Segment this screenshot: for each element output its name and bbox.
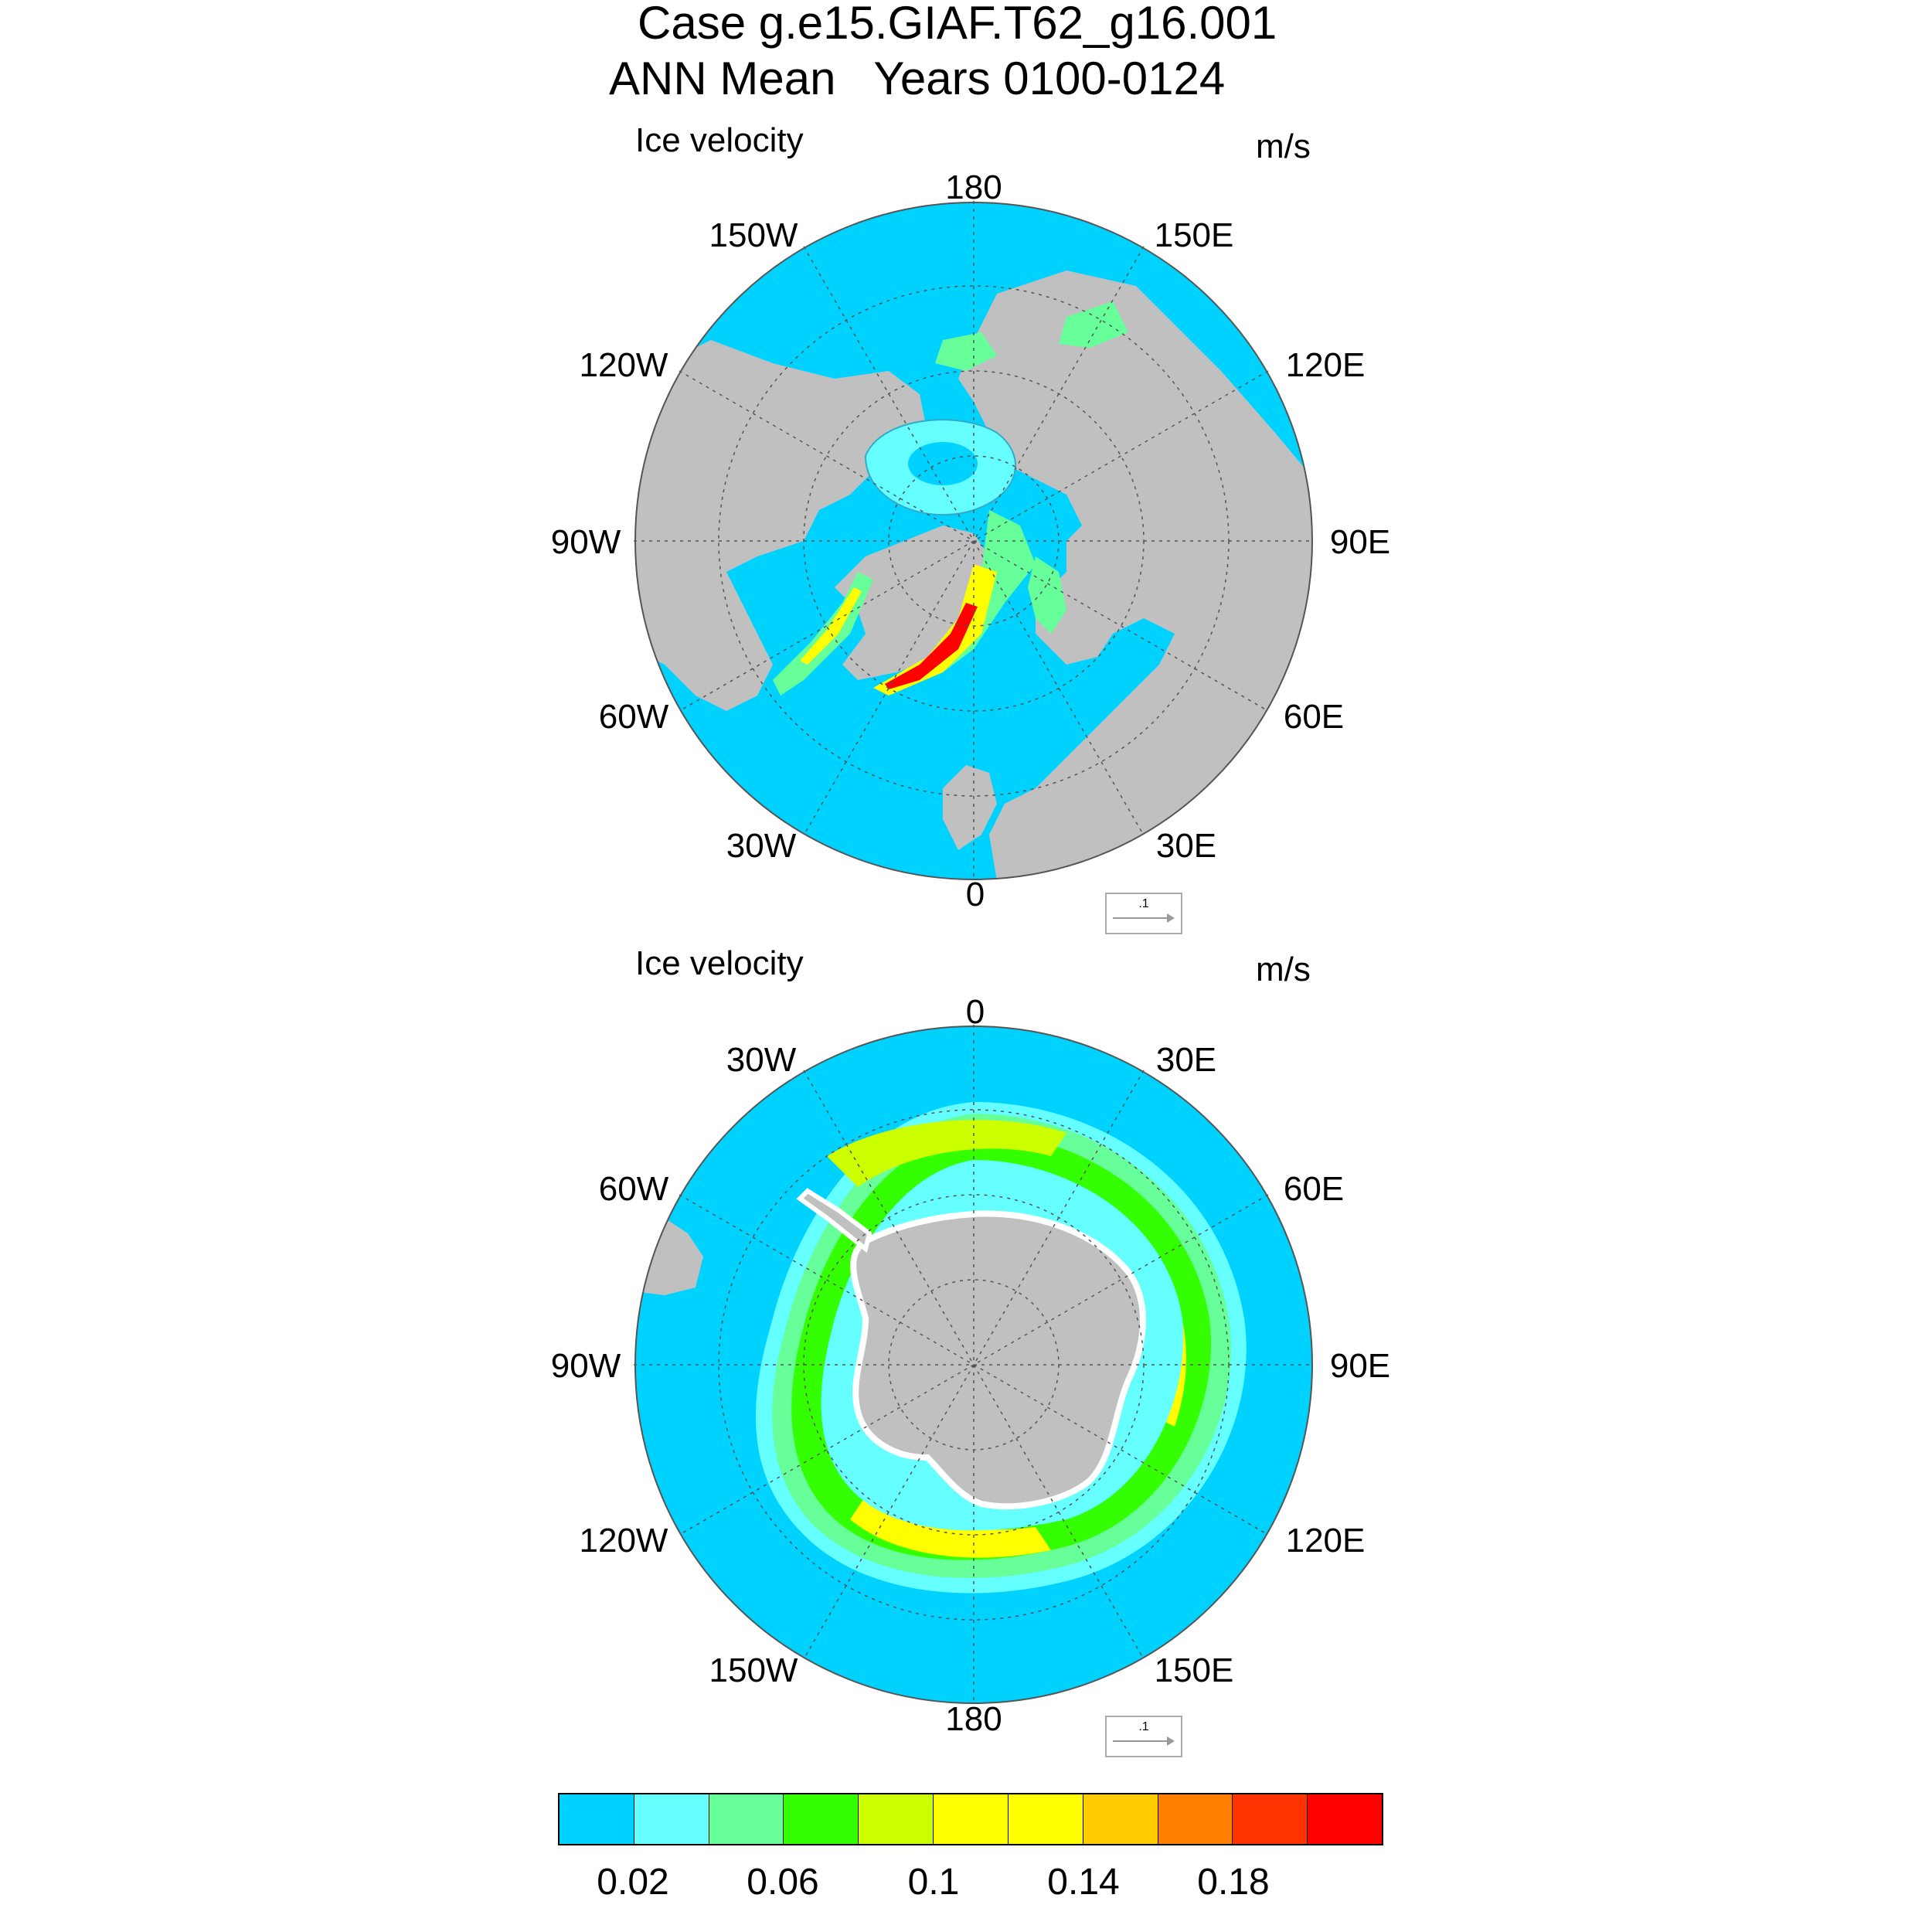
north-lon-90e: 90E bbox=[1329, 523, 1391, 561]
south-reference-arrow bbox=[1113, 1736, 1175, 1746]
north-map-border bbox=[634, 202, 1313, 880]
north-land-europe bbox=[943, 765, 997, 850]
colorbar-swatch-7 bbox=[1083, 1794, 1158, 1844]
north-land-asia bbox=[958, 270, 1312, 879]
south-lon-0: 0 bbox=[965, 993, 985, 1031]
north-gyre-center bbox=[908, 442, 978, 485]
title-line1: Case g.e15.GIAF.T62_g16.001 bbox=[638, 0, 1277, 49]
north-lon-180: 180 bbox=[945, 168, 1002, 206]
colorbar-swatch-5 bbox=[934, 1794, 1009, 1844]
north-bering-stream-1 bbox=[935, 332, 997, 371]
north-reference-arrow bbox=[1113, 913, 1175, 923]
north-baffin-core bbox=[800, 587, 862, 665]
north-lon-0: 0 bbox=[965, 876, 985, 913]
colorbar-swatch-10 bbox=[1308, 1794, 1382, 1844]
north-lon-150e: 150E bbox=[1154, 216, 1234, 254]
colorbar-label-3: 0.14 bbox=[1047, 1862, 1120, 1903]
south-polar-map bbox=[634, 1025, 1314, 1705]
north-lon-60e: 60E bbox=[1283, 698, 1345, 736]
south-map-border bbox=[634, 1026, 1313, 1704]
south-lon-90e: 90E bbox=[1329, 1347, 1391, 1385]
north-lon-30w: 30W bbox=[726, 827, 797, 865]
south-lon-30w: 30W bbox=[726, 1041, 797, 1079]
north-lon-60w: 60W bbox=[598, 698, 669, 736]
colorbar-swatch-2 bbox=[709, 1794, 784, 1844]
colorbar-label-2: 0.1 bbox=[907, 1862, 960, 1903]
north-variable-label: Ice velocity bbox=[635, 121, 804, 159]
south-lon-60e: 60E bbox=[1283, 1170, 1345, 1208]
south-lon-150e: 150E bbox=[1154, 1651, 1234, 1689]
south-units-label: m/s bbox=[1256, 951, 1311, 988]
north-land-america bbox=[635, 340, 927, 711]
south-lon-150w: 150W bbox=[709, 1651, 798, 1689]
north-lon-30e: 30E bbox=[1155, 827, 1217, 865]
north-lon-120w: 120W bbox=[579, 346, 668, 384]
south-ice-yellow-ross bbox=[850, 1496, 1051, 1558]
north-graticule bbox=[634, 201, 1314, 881]
colorbar-swatch-1 bbox=[634, 1794, 709, 1844]
colorbar-swatch-3 bbox=[784, 1794, 859, 1844]
south-lon-60w: 60W bbox=[598, 1170, 669, 1208]
south-land-antarctic-peninsula bbox=[796, 1188, 872, 1253]
north-fram-strait-core bbox=[885, 603, 978, 689]
north-reference-vector: .1 bbox=[1105, 893, 1182, 934]
colorbar-label-0: 0.02 bbox=[597, 1862, 669, 1903]
colorbar-swatch-9 bbox=[1233, 1794, 1308, 1844]
north-barents-stream bbox=[1028, 556, 1066, 634]
colorbar bbox=[558, 1793, 1383, 1845]
north-lon-120e: 120E bbox=[1285, 346, 1366, 384]
colorbar-swatch-0 bbox=[560, 1794, 634, 1844]
colorbar-label-1: 0.06 bbox=[747, 1862, 819, 1903]
north-polar-map bbox=[634, 201, 1314, 881]
colorbar-label-4: 0.18 bbox=[1197, 1862, 1270, 1903]
north-lon-90w: 90W bbox=[550, 523, 621, 561]
south-lon-90w: 90W bbox=[550, 1347, 621, 1385]
south-lon-120e: 120E bbox=[1285, 1522, 1366, 1560]
north-bering-stream-2 bbox=[1059, 301, 1128, 348]
north-units-label: m/s bbox=[1256, 128, 1311, 165]
north-lon-150w: 150W bbox=[709, 216, 798, 254]
south-land-antarctica bbox=[850, 1210, 1146, 1510]
colorbar-swatch-8 bbox=[1158, 1794, 1233, 1844]
north-fram-strait-stream bbox=[873, 564, 997, 696]
south-ice-yellow-weddell bbox=[827, 1120, 1066, 1187]
colorbar-swatch-4 bbox=[859, 1794, 934, 1844]
south-reference-vector: .1 bbox=[1105, 1716, 1182, 1757]
title-line2: ANN Mean Years 0100-0124 bbox=[609, 53, 1226, 104]
south-lon-180: 180 bbox=[945, 1700, 1002, 1738]
colorbar-swatch-6 bbox=[1008, 1794, 1083, 1844]
north-reference-value: .1 bbox=[1138, 897, 1149, 910]
south-reference-value: .1 bbox=[1138, 1720, 1149, 1733]
south-variable-label: Ice velocity bbox=[635, 944, 804, 982]
south-lon-120w: 120W bbox=[579, 1522, 668, 1560]
south-graticule bbox=[634, 1025, 1314, 1705]
south-lon-30e: 30E bbox=[1155, 1041, 1217, 1079]
